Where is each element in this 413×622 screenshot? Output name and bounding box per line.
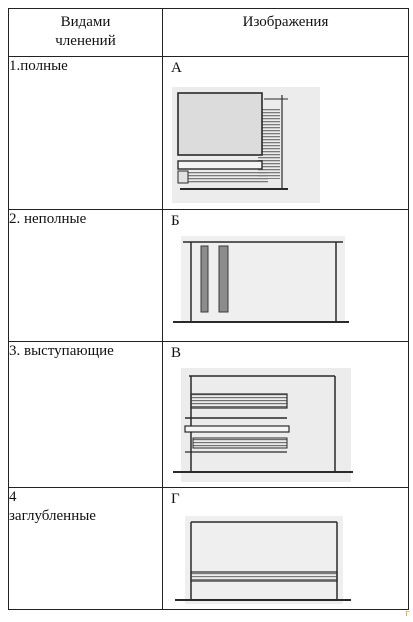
paper-background [185,516,343,604]
table-row: 1.полные А [8,56,409,210]
belt-course [184,425,290,433]
header-types-line2: членений [55,33,116,49]
image-letter-b: Б [171,213,180,229]
paper-background [181,368,351,482]
image-cell-partial: Б [162,209,409,342]
row-label-partial: 2. неполные [8,209,163,342]
partial-articulation-drawing [173,236,349,323]
table-row: 3. выступающие В [8,341,409,488]
lower-shadow-hatch [188,171,268,183]
recessed-groove [190,571,338,582]
table-header-row: Видами членений Изображения [8,8,409,57]
image-cell-full: А [162,56,409,210]
header-images-cell: Изображения [162,8,409,57]
header-types-cell: Видами членений [8,8,163,57]
projecting-articulation-drawing [173,368,353,482]
pilaster-strip-right [218,245,229,313]
image-letter-v: В [171,345,182,361]
belt-band [177,160,263,170]
upper-block [177,92,263,156]
table-row: 4 заглубленные Г [8,487,409,610]
image-letter-a: А [171,60,182,76]
row-label-recessed: 4 заглубленные [8,487,163,610]
row-label-full: 1.полные [8,56,163,210]
side-shadow-hatch [258,109,280,179]
image-letter-g: Г [171,491,180,507]
image-cell-projecting: В [162,341,409,488]
articulation-types-table: Видами членений Изображения 1.полные А [8,8,409,610]
recessed-articulation-drawing [175,516,351,604]
full-articulation-drawing [172,87,320,203]
pilaster-strip-left [200,245,209,313]
header-types-line1: Видами [60,14,111,30]
table-row: 2. неполные Б [8,209,409,342]
lower-projecting-band [192,437,288,449]
image-cell-recessed: Г [162,487,409,610]
row-label-recessed-number: 4 [9,489,17,505]
corner-mark: г [405,609,410,619]
row-label-recessed-text: заглубленные [9,508,96,524]
row-label-projecting: 3. выступающие [8,341,163,488]
upper-projecting-band [190,393,288,409]
lower-block-edge [177,170,189,184]
